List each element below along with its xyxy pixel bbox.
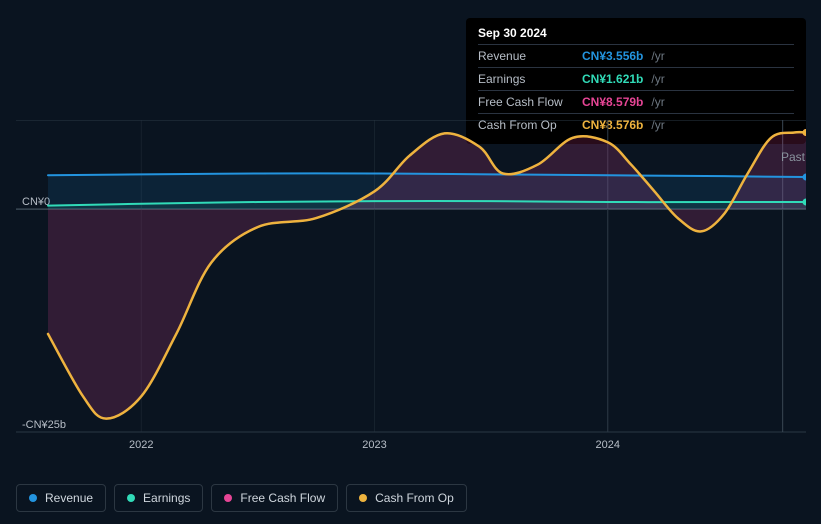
tooltip-row: Revenue CN¥3.556b/yr bbox=[478, 44, 794, 67]
legend-item[interactable]: Cash From Op bbox=[346, 484, 467, 512]
legend-item-label: Earnings bbox=[143, 491, 190, 505]
tooltip-row: Free Cash Flow CN¥8.579b/yr bbox=[478, 90, 794, 113]
tooltip-row-value: CN¥3.556b bbox=[582, 49, 643, 63]
tooltip-row-suffix: /yr bbox=[651, 72, 664, 86]
legend-item-label: Revenue bbox=[45, 491, 93, 505]
tooltip-row-label: Earnings bbox=[478, 72, 574, 86]
tooltip-row-value: CN¥8.579b bbox=[582, 95, 643, 109]
svg-text:2022: 2022 bbox=[129, 439, 153, 451]
legend-item-label: Cash From Op bbox=[375, 491, 454, 505]
svg-text:CN¥0: CN¥0 bbox=[22, 196, 50, 208]
legend-swatch bbox=[224, 494, 232, 502]
tooltip-row-value: CN¥1.621b bbox=[582, 72, 643, 86]
svg-text:2023: 2023 bbox=[362, 439, 386, 451]
tooltip-row-label: Free Cash Flow bbox=[478, 95, 574, 109]
legend-item[interactable]: Earnings bbox=[114, 484, 203, 512]
chart-legend: Revenue Earnings Free Cash Flow Cash From O… bbox=[16, 484, 467, 512]
legend-item[interactable]: Revenue bbox=[16, 484, 106, 512]
tooltip-row-label: Revenue bbox=[478, 49, 574, 63]
legend-swatch bbox=[127, 494, 135, 502]
past-region-label: Past bbox=[781, 150, 805, 164]
legend-item[interactable]: Free Cash Flow bbox=[211, 484, 338, 512]
legend-swatch bbox=[359, 494, 367, 502]
tooltip-date: Sep 30 2024 bbox=[478, 26, 794, 44]
tooltip-row-suffix: /yr bbox=[651, 49, 664, 63]
tooltip-row-suffix: /yr bbox=[651, 95, 664, 109]
svg-text:-CN¥25b: -CN¥25b bbox=[22, 419, 66, 431]
tooltip-row: Earnings CN¥1.621b/yr bbox=[478, 67, 794, 90]
financials-chart[interactable]: CN¥10bCN¥0-CN¥25b202220232024 bbox=[16, 120, 806, 452]
legend-item-label: Free Cash Flow bbox=[240, 491, 325, 505]
svg-text:2024: 2024 bbox=[596, 439, 620, 451]
legend-swatch bbox=[29, 494, 37, 502]
